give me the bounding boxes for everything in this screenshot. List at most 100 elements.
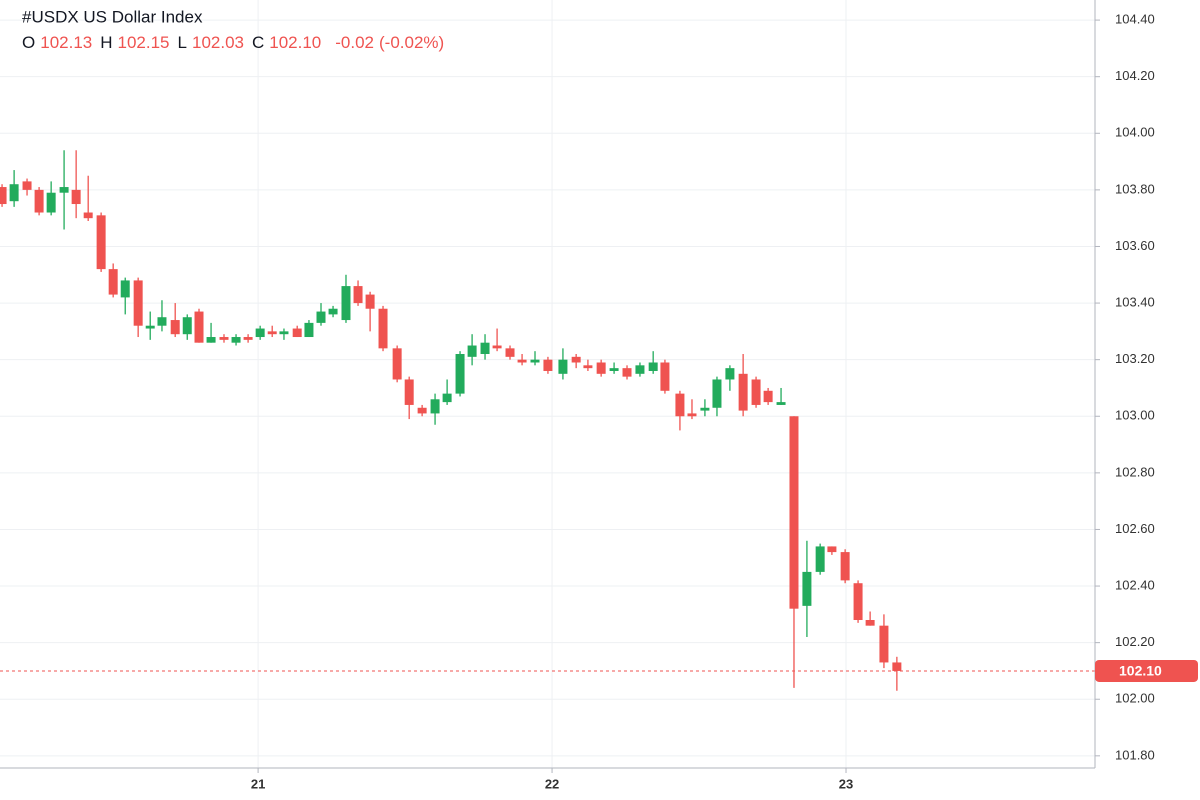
candle-body xyxy=(83,212,93,219)
candle-body xyxy=(120,280,130,298)
candle-body xyxy=(543,359,553,371)
candle-body xyxy=(316,311,326,323)
candle-body xyxy=(133,280,143,326)
ohlc-value: 102.15 xyxy=(118,33,170,52)
candle-body xyxy=(417,407,427,414)
candle-body xyxy=(231,337,241,343)
candle-body xyxy=(558,359,568,374)
candle-body xyxy=(442,393,452,403)
ohlc-name: L xyxy=(178,33,187,52)
candle-body xyxy=(243,337,253,340)
ohlc-value: 102.10 xyxy=(269,33,321,52)
y-tick-label: 104.40 xyxy=(1115,12,1155,27)
candle-body xyxy=(467,345,477,357)
candle-body xyxy=(430,399,440,414)
ohlc-name: C xyxy=(252,33,264,52)
candle-body xyxy=(255,328,265,338)
y-tick-label: 102.60 xyxy=(1115,521,1155,536)
candle-body xyxy=(571,356,581,363)
y-tick-label: 102.80 xyxy=(1115,464,1155,479)
candle-body xyxy=(725,368,735,380)
y-tick-label: 103.20 xyxy=(1115,351,1155,366)
change: -0.02 xyxy=(335,33,374,52)
candle-body xyxy=(404,379,414,405)
candle-body xyxy=(365,294,375,309)
ohlc-value: 102.13 xyxy=(40,33,92,52)
candle-body xyxy=(675,393,685,417)
y-tick-label: 101.80 xyxy=(1115,747,1155,762)
y-tick-label: 103.80 xyxy=(1115,181,1155,196)
chart-title: #USDX US Dollar Index xyxy=(22,7,203,26)
candle-body xyxy=(206,337,216,343)
candle-body xyxy=(840,552,850,581)
candle-body xyxy=(34,189,44,213)
ohlc-value: 102.03 xyxy=(192,33,244,52)
candle-body xyxy=(827,546,837,553)
x-tick-label: 23 xyxy=(839,776,853,791)
candle-body xyxy=(660,362,670,391)
y-tick-label: 102.20 xyxy=(1115,634,1155,649)
y-tick-label: 104.20 xyxy=(1115,68,1155,83)
candle-body xyxy=(789,416,799,609)
y-tick-label: 102.00 xyxy=(1115,691,1155,706)
candle-body xyxy=(583,365,593,369)
y-tick-label: 103.00 xyxy=(1115,408,1155,423)
ohlc-name: H xyxy=(100,33,112,52)
candle-body xyxy=(304,322,314,338)
y-tick-label: 103.60 xyxy=(1115,238,1155,253)
candle-body xyxy=(853,583,863,621)
candle-body xyxy=(505,348,515,357)
candle-body xyxy=(700,407,710,411)
candle-body xyxy=(517,359,527,363)
candle-body xyxy=(328,308,338,315)
candle-body xyxy=(776,402,786,405)
candle-body xyxy=(0,187,7,205)
candle-body xyxy=(46,192,56,213)
last-price-tag xyxy=(1095,659,1198,682)
candle-body xyxy=(145,325,155,329)
candle-body xyxy=(71,189,81,205)
candle-body xyxy=(157,317,167,326)
y-tick-label: 102.40 xyxy=(1115,577,1155,592)
axes: 101.80 102.00 102.20 102.40 102.60 102.80 103.… xyxy=(251,12,1198,791)
candle-body xyxy=(219,337,229,340)
change-percent: (-0.02%) xyxy=(379,33,444,52)
candle-body xyxy=(865,620,875,626)
candle-body xyxy=(378,308,388,349)
candle-body xyxy=(96,215,106,270)
candles xyxy=(0,150,1095,691)
candle-body xyxy=(622,368,632,377)
ohlc-line: O 102.13 H 102.15 L 102.03 C 102.10 -0.02 (-0.02%… xyxy=(22,33,444,52)
candle-body xyxy=(59,187,69,193)
candle-body xyxy=(392,348,402,380)
candle-body xyxy=(802,571,812,606)
candle-body xyxy=(279,331,289,335)
last-price-label: 102.10 xyxy=(1119,663,1162,679)
x-tick-label: 22 xyxy=(545,776,559,791)
candle-body xyxy=(609,368,619,371)
candle-body xyxy=(182,317,192,335)
y-tick-label: 104.00 xyxy=(1115,125,1155,140)
candle-body xyxy=(480,342,490,355)
candle-body xyxy=(738,373,748,411)
candle-body xyxy=(763,390,773,403)
y-tick-label: 103.40 xyxy=(1115,295,1155,310)
candle-body xyxy=(341,286,351,321)
candle-body xyxy=(635,365,645,374)
candle-body xyxy=(892,662,902,671)
candle-body xyxy=(22,181,32,190)
candle-body xyxy=(879,625,889,663)
candle-body xyxy=(292,328,302,338)
x-tick-label: 21 xyxy=(251,776,265,791)
candle-body xyxy=(530,359,540,363)
candle-body xyxy=(9,184,19,202)
candle-body xyxy=(108,269,118,295)
candle-body xyxy=(455,354,465,394)
candle-body xyxy=(353,286,363,304)
candle-body xyxy=(596,362,606,374)
candle-body xyxy=(712,379,722,408)
candle-body xyxy=(687,413,697,417)
candle-body xyxy=(267,331,277,335)
